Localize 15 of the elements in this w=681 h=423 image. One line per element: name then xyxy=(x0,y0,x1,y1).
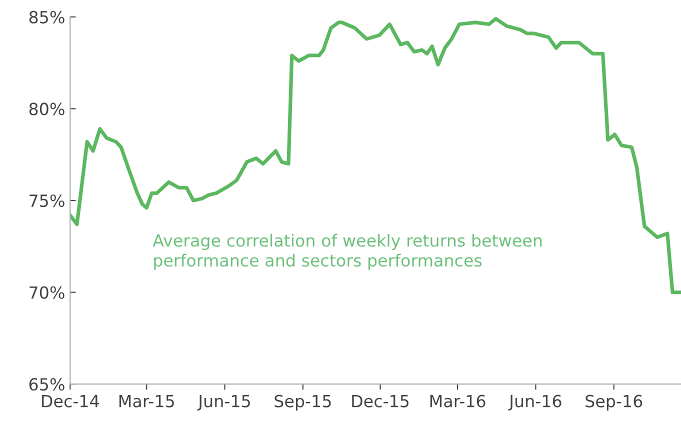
y-tick-label: 65% xyxy=(29,378,64,391)
y-tick-label: 85% xyxy=(29,10,64,24)
x-tick-label: Sep-15 xyxy=(274,394,331,411)
x-tick-label: Jun-15 xyxy=(197,395,250,410)
x-tick-label: Dec-15 xyxy=(352,395,409,408)
x-tick-label: Mar-16 xyxy=(430,394,486,408)
y-tick-label: 80% xyxy=(29,102,64,116)
x-tick-label: Dec-14 xyxy=(42,395,99,408)
x-tick-label: Mar-15 xyxy=(119,395,174,408)
line-series xyxy=(70,16,681,294)
x-tick-label: Jun-16 xyxy=(508,394,562,410)
y-tick-label: 70% xyxy=(30,286,64,299)
x-tick-label: Sep-16 xyxy=(586,394,642,411)
annotation: Average correlation of weekly returns between performance and sectors performances xyxy=(152,234,542,270)
y-tick-label: 75% xyxy=(30,194,64,208)
